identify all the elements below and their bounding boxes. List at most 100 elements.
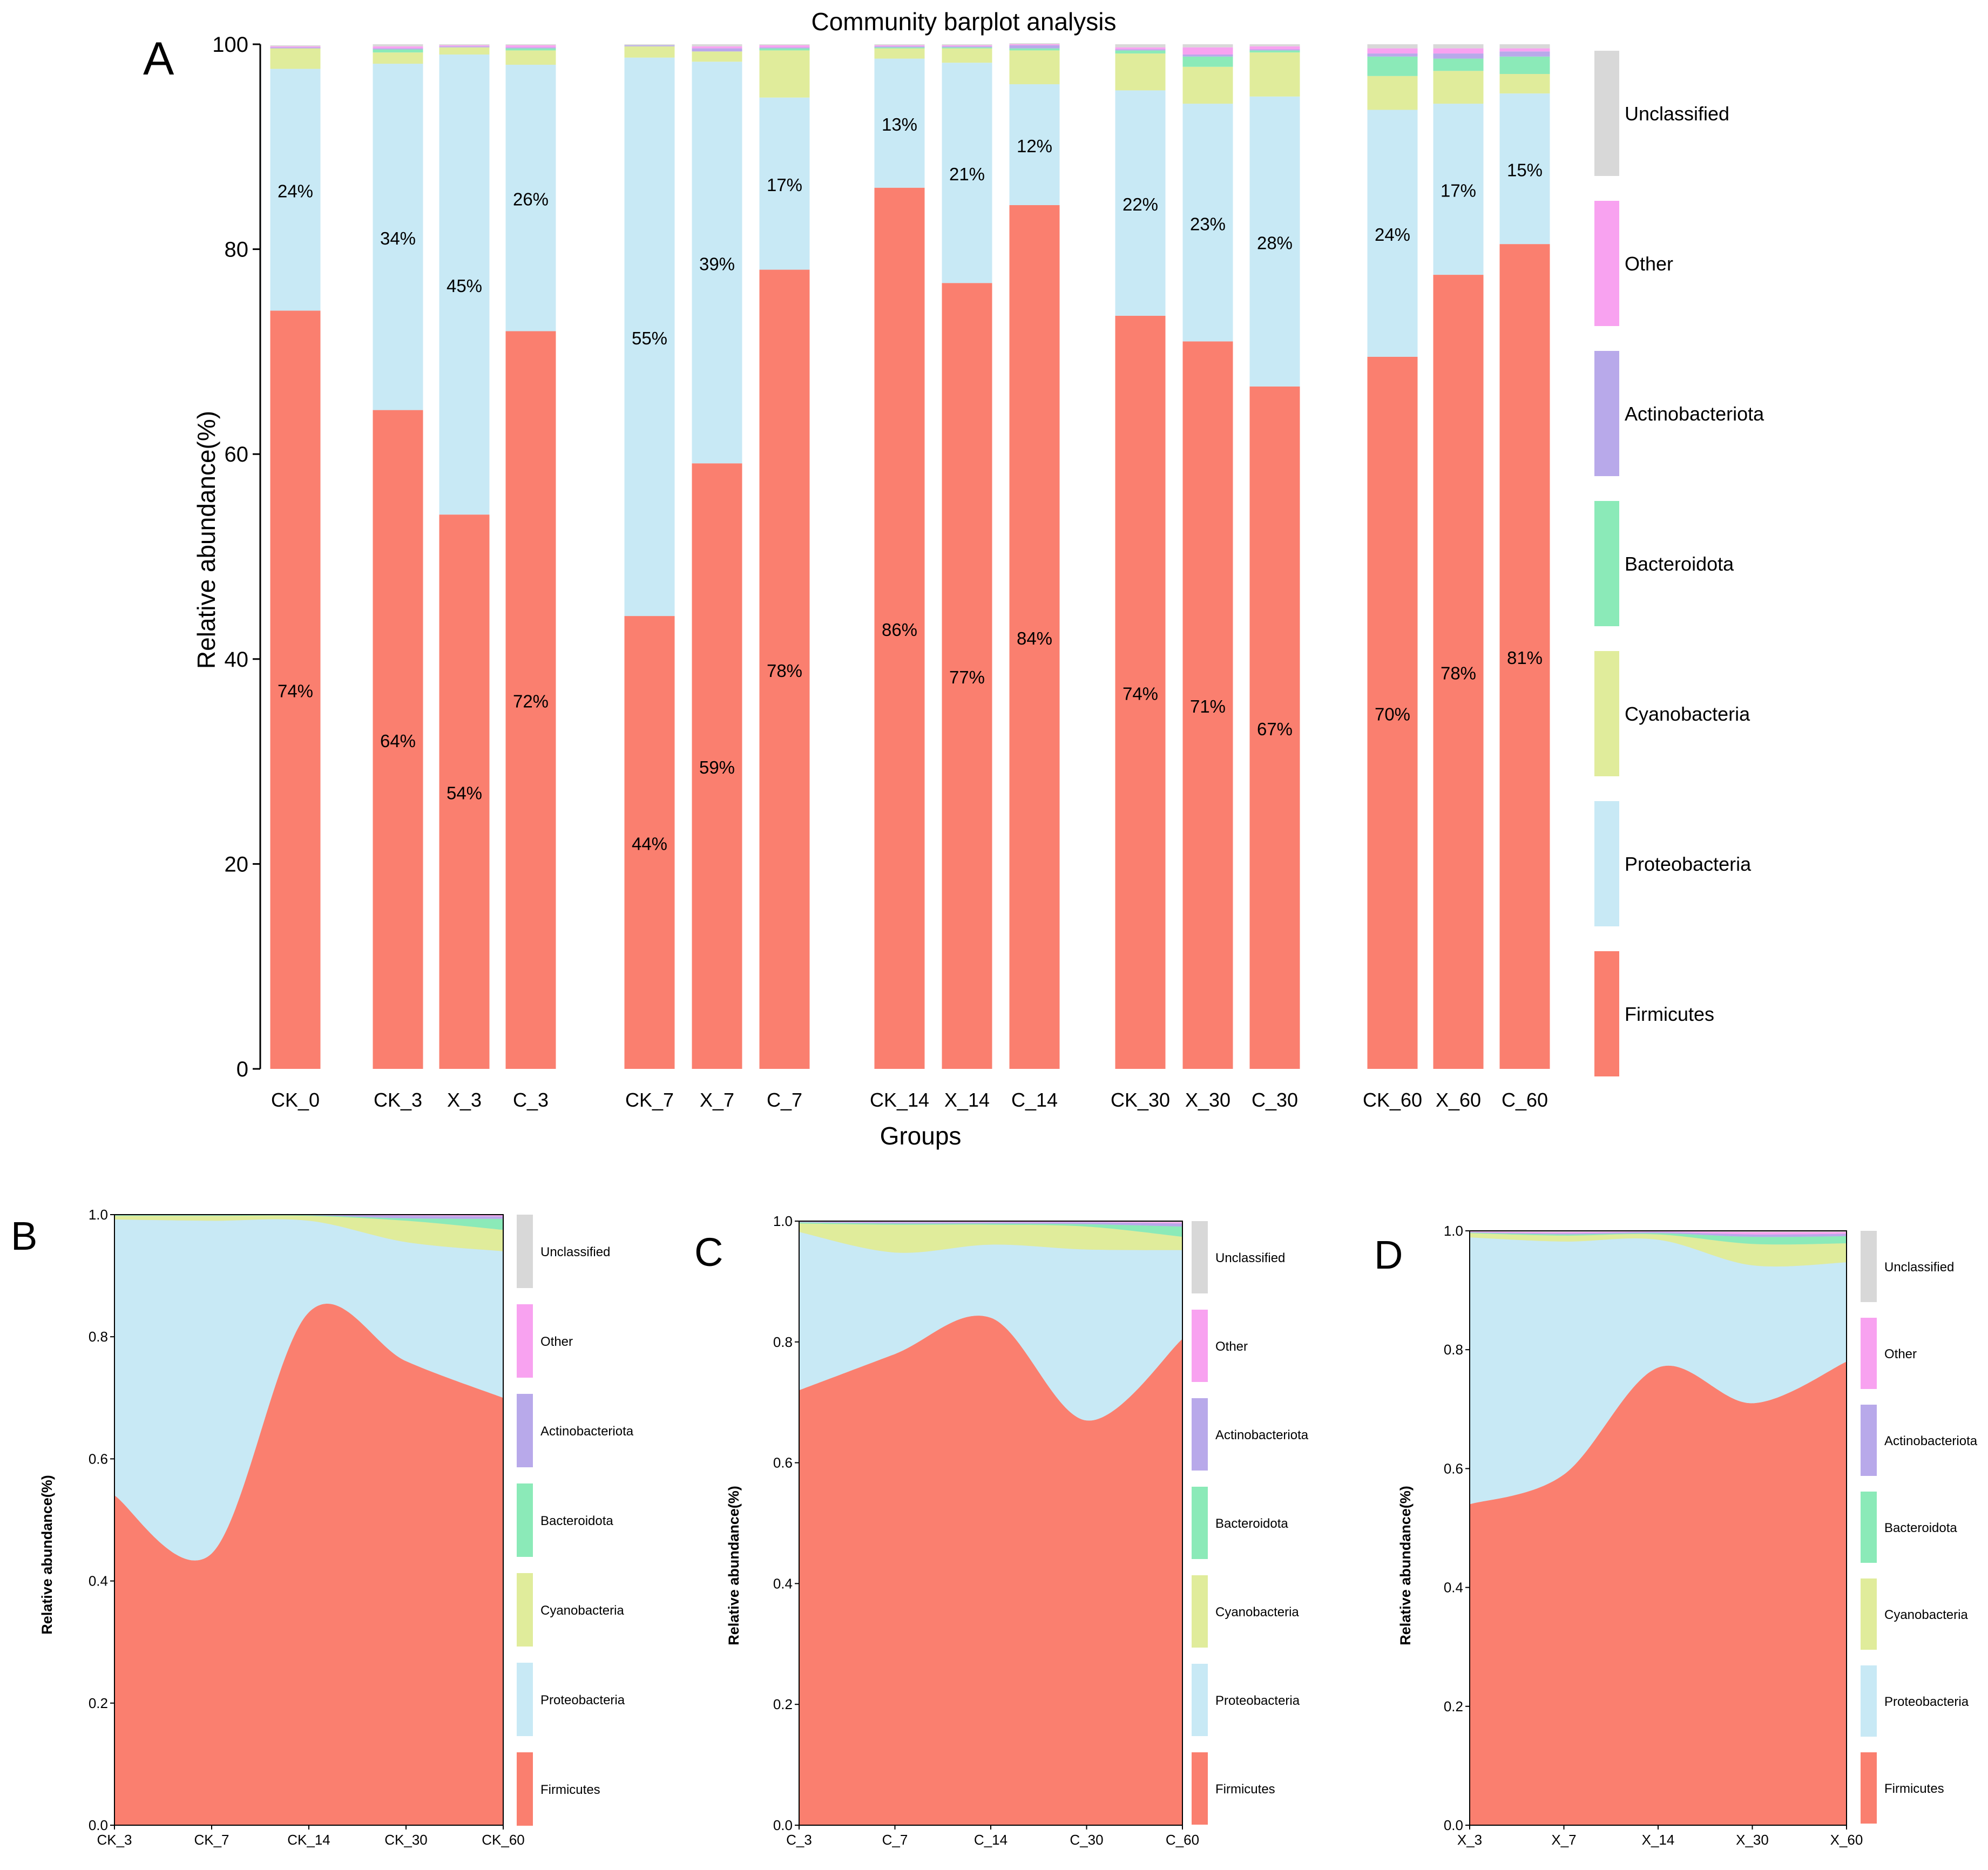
panel-b-chart: 0.0 0.2 0.4 0.6 0.8 1.0 CK_3 CK_7 CK_14 CK_30 CK_6… [89,1207,634,1848]
x-tick-label: CK_0 [271,1089,320,1111]
bar-segment-other [692,46,742,49]
bar-segment-proteobacteria [874,58,925,188]
legend-label-firmicutes: Firmicutes [540,1783,600,1797]
area-firmicutes [1470,1361,1847,1825]
panel-b-y-tick-label: 0.0 [89,1817,108,1833]
bar-segment-proteobacteria [270,69,321,311]
x-tick-label: C_14 [1011,1089,1058,1111]
area-firmicutes [114,1304,503,1825]
legend-swatch-unclassified [1192,1221,1208,1293]
legend-swatch-actinobacteriota [1594,351,1619,476]
legend-label-actinobacteriota: Actinobacteriota [1884,1434,1978,1448]
legend-label-other: Other [540,1334,573,1349]
legend-label-firmicutes: Firmicutes [1884,1781,1944,1796]
legend-label-firmicutes: Firmicutes [1215,1782,1275,1797]
panel-c-x-tick-label: C_60 [1166,1832,1199,1848]
bar-segment-actinobacteriota [270,47,321,49]
panel-c-x-tick-label: C_7 [882,1832,908,1848]
bar-segment-unclassified [692,44,742,46]
legend-label-cyanobacteria: Cyanobacteria [540,1603,624,1618]
panel-a-y-tick-label: 20 [225,852,249,876]
bar-segment-bacteroidota [373,49,423,53]
panel-b-x-tick-label: CK_7 [194,1832,229,1848]
panel-c-y-axis-label: Relative abundance(%) [726,1486,742,1645]
bar-segment-bacteroidota [1182,56,1233,67]
bar-segment-proteobacteria [624,57,675,616]
panel-label-b: B [11,1214,37,1258]
bar-segment-firmicutes [624,616,675,1069]
legend-swatch-cyanobacteria [1594,651,1619,776]
panel-d-y-tick-label: 0.4 [1444,1580,1463,1596]
panel-c-x-tick-label: C_3 [786,1832,812,1848]
bar-label-firmicutes: 67% [1257,719,1293,739]
bar-segment-proteobacteria [1249,96,1300,387]
bar-segment-actinobacteriota [505,47,556,49]
legend-swatch-firmicutes [1594,951,1619,1076]
area-cyanobacteria [1470,1233,1847,1267]
bar-segment-bacteroidota [1249,50,1300,53]
bar-segment-firmicutes [1182,341,1233,1069]
bar-segment-cyanobacteria [942,48,992,63]
panel-b-y-tick-label: 0.2 [89,1695,108,1711]
bar-segment-cyanobacteria [692,51,742,62]
bar-segment-cyanobacteria [759,50,810,98]
legend-swatch-other [1192,1310,1208,1382]
bar-segment-cyanobacteria [373,52,423,64]
legend-swatch-unclassified [517,1215,533,1288]
area-actinobacteriota [114,1214,503,1219]
panel-b-y-tick-label: 1.0 [89,1207,108,1223]
panel-d-y-tick-label: 0.2 [1444,1698,1463,1715]
bar-label-firmicutes: 44% [632,834,667,854]
bar-segment-actinobacteriota [1182,54,1233,57]
bar-segment-proteobacteria [1182,104,1233,342]
bar-label-proteobacteria: 24% [278,181,313,201]
legend-label-cyanobacteria: Cyanobacteria [1215,1605,1299,1620]
bar-label-proteobacteria: 17% [1441,181,1476,201]
bar-label-proteobacteria: 34% [380,228,416,248]
legend-swatch-other [1861,1318,1877,1389]
bar-segment-actinobacteriota [1499,51,1550,57]
bar-segment-bacteroidota [874,47,925,49]
bar-segment-actinobacteriota [874,46,925,48]
bar-segment-proteobacteria [692,62,742,464]
bar-segment-cyanobacteria [270,48,321,69]
legend-label-unclassified: Unclassified [1625,103,1729,125]
bar-segment-proteobacteria [759,97,810,270]
x-tick-label: X_7 [700,1089,734,1111]
panel-d-y-tick-label: 0.8 [1444,1341,1463,1358]
legend-label-proteobacteria: Proteobacteria [1215,1693,1300,1708]
bar-segment-other [1499,48,1550,52]
bar-label-firmicutes: 64% [380,731,416,751]
bar-label-proteobacteria: 45% [447,276,482,296]
bar-segment-unclassified [942,44,992,45]
legend-swatch-unclassified [1594,51,1619,176]
legend-swatch-actinobacteriota [1192,1398,1208,1471]
bar-segment-firmicutes [759,269,810,1069]
legend-swatch-bacteroidota [1192,1487,1208,1559]
bar-segment-firmicutes [1367,356,1418,1069]
panel-b-y-axis-label: Relative abundance(%) [39,1475,55,1635]
bar-label-firmicutes: 72% [513,692,549,712]
bar-segment-unclassified [270,45,321,46]
x-tick-label: C_7 [767,1089,802,1111]
x-tick-label: X_3 [447,1089,482,1111]
legend-swatch-bacteroidota [1594,501,1619,626]
bar-label-proteobacteria: 26% [513,189,549,209]
legend-label-other: Other [1625,253,1673,275]
bar-segment-firmicutes [439,514,490,1069]
legend-swatch-firmicutes [1192,1752,1208,1825]
bar-label-proteobacteria: 55% [632,328,667,348]
panel-b-x-tick-label: CK_3 [97,1832,132,1848]
panel-label-a: A [143,33,174,85]
bar-segment-firmicutes [270,310,321,1069]
bar-segment-cyanobacteria [874,48,925,59]
bar-label-proteobacteria: 17% [767,175,802,195]
panel-d-y-tick-label: 0.6 [1444,1460,1463,1476]
panel-b-x-tick-label: CK_14 [287,1832,330,1848]
bar-segment-other [373,46,423,49]
bar-segment-cyanobacteria [1009,50,1060,85]
bar-segment-cyanobacteria [1499,74,1550,94]
panel-b-y-tick-label: 0.4 [89,1573,108,1589]
bar-segment-actinobacteriota [692,48,742,52]
area-bacteroidota [114,1215,503,1230]
